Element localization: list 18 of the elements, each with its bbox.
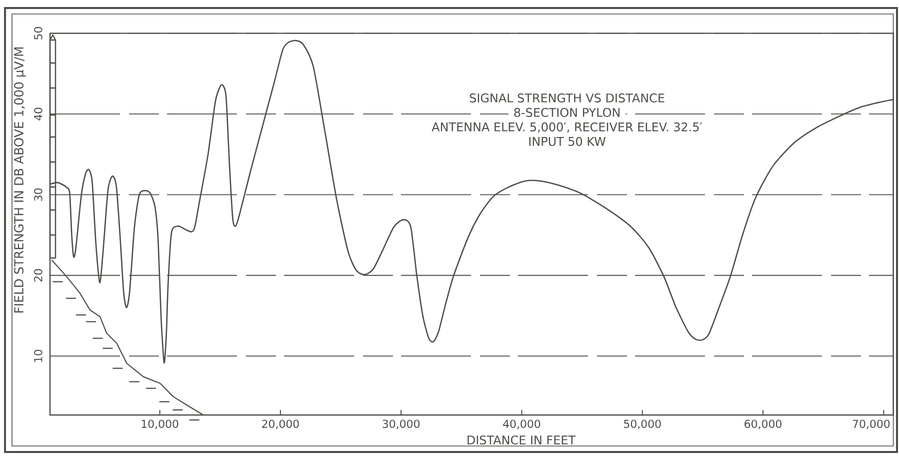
y-tick-label: 10 bbox=[34, 350, 42, 362]
y-tick-label: 20 bbox=[34, 269, 42, 282]
x-tick-label: 70,000 bbox=[852, 420, 890, 430]
y-tick-label: 30 bbox=[34, 188, 42, 201]
x-tick-label: 50,000 bbox=[624, 420, 661, 430]
annotation: ANTENNA ELEV. 5,000′, RECEIVER ELEV. 32.5′ bbox=[432, 122, 702, 133]
x-tick-label: 60,000 bbox=[744, 420, 782, 430]
x-tick-label: 10,000 bbox=[142, 420, 178, 430]
y-tick-label: 40 bbox=[34, 108, 42, 120]
text: SIGNAL STRENGTH VS DISTANCE bbox=[470, 93, 664, 102]
y-tick-label: 50 bbox=[34, 27, 42, 40]
x-tick-label: 30,000 bbox=[382, 420, 420, 430]
x-tick-label: 40,000 bbox=[503, 420, 540, 430]
x-tick-label: 20,000 bbox=[262, 420, 299, 430]
text: 8-SECTION PYLON bbox=[514, 108, 620, 117]
annotation: INPUT 50 KW bbox=[529, 136, 606, 146]
y-axis-title: FIELD STRENGTH IN DB ABOVE 1,000 μV/M bbox=[14, 47, 26, 312]
x-axis-title: DISTANCE IN FEET bbox=[468, 435, 576, 445]
